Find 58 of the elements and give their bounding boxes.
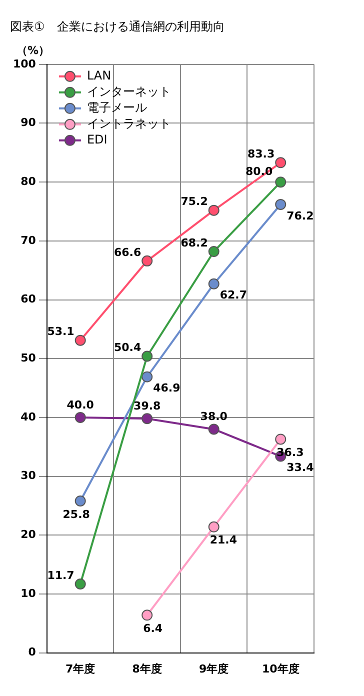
data-label: 50.4 <box>114 341 142 354</box>
data-label: 38.0 <box>200 410 228 424</box>
point <box>142 610 153 621</box>
point <box>275 176 286 188</box>
point <box>142 255 153 266</box>
y-tick-label: 40 <box>20 410 36 424</box>
data-label: 40.0 <box>66 398 94 412</box>
point <box>275 198 286 210</box>
legend-label: EDI <box>86 132 108 147</box>
data-label: 33.4 <box>286 461 314 474</box>
data-label: 6.4 <box>143 622 163 635</box>
x-tick-label: 8年度 <box>132 662 162 676</box>
point <box>74 412 86 423</box>
point <box>208 246 220 258</box>
y-tick-label: 10 <box>20 586 36 600</box>
point <box>142 413 153 424</box>
point <box>208 204 220 216</box>
x-tick-label: 9年度 <box>199 662 229 676</box>
x-tick-label: 10年度 <box>262 662 300 676</box>
data-label: 25.8 <box>62 508 90 521</box>
x-tick-label: 7年度 <box>66 662 96 676</box>
point <box>208 424 220 435</box>
point <box>208 521 220 532</box>
data-label: 66.6 <box>114 246 142 259</box>
y-tick-label: 80 <box>20 174 36 188</box>
data-label: 53.1 <box>47 325 74 338</box>
y-tick-label: 100 <box>12 57 36 70</box>
y-tick-label: 70 <box>20 234 36 247</box>
y-tick-label: 20 <box>20 528 36 541</box>
data-label: 11.7 <box>47 568 74 582</box>
point <box>142 350 153 362</box>
y-tick-label: 0 <box>28 646 36 659</box>
data-label: 68.2 <box>180 236 208 250</box>
data-label: 83.3 <box>247 148 275 161</box>
data-label: 75.2 <box>180 195 208 208</box>
y-tick-label: 50 <box>20 351 36 364</box>
point <box>275 157 286 168</box>
point <box>208 278 220 290</box>
legend-label: イントラネット <box>86 116 171 131</box>
data-label: 62.7 <box>220 288 247 302</box>
legend-label: 電子メール <box>86 100 147 115</box>
point <box>74 334 86 346</box>
point <box>275 434 286 445</box>
point <box>74 578 86 590</box>
chart-title: 図表① 企業における通信網の利用動向 <box>10 19 225 34</box>
y-tick-label: 90 <box>20 116 36 130</box>
y-tick-label: 30 <box>20 469 36 482</box>
legend-label: LAN <box>86 68 112 83</box>
data-label: 39.8 <box>134 399 161 412</box>
data-label: 36.3 <box>276 446 304 460</box>
y-axis-title: （%） <box>16 44 50 57</box>
legend-label: インターネット <box>86 84 171 99</box>
point <box>142 371 153 382</box>
point <box>74 495 86 506</box>
data-label: 76.2 <box>286 209 314 222</box>
y-tick-label: 60 <box>20 292 36 306</box>
data-label: 46.9 <box>153 382 180 395</box>
data-label: 21.4 <box>210 534 238 547</box>
